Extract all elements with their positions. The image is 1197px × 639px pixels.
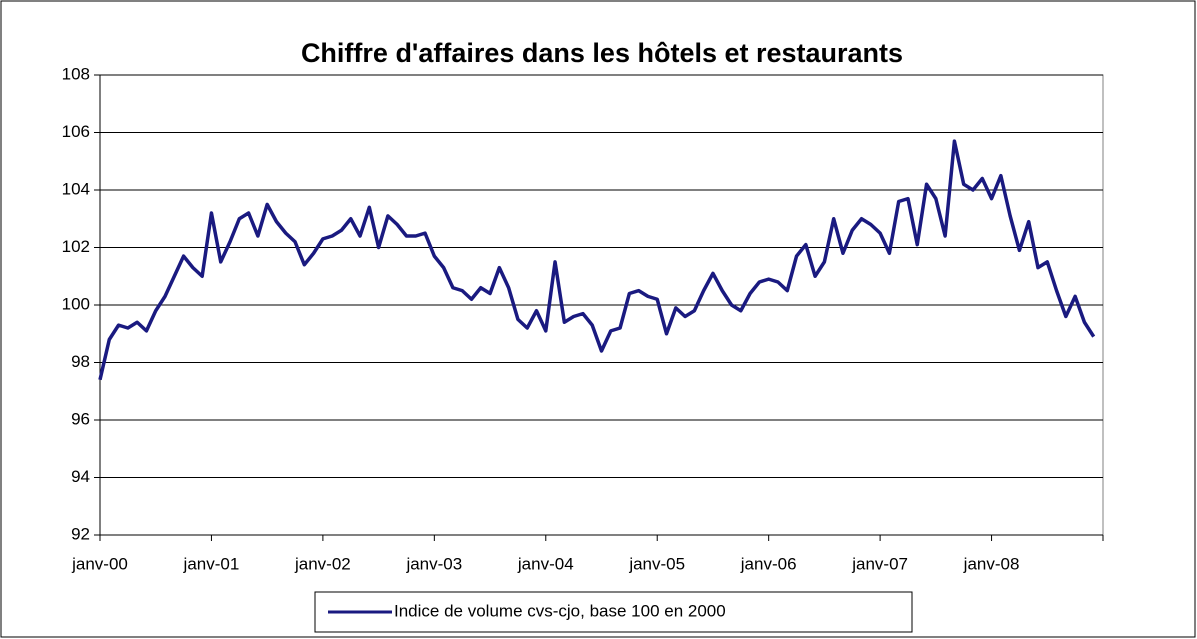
y-tick-label: 104 xyxy=(62,179,90,198)
x-tick-label: janv-01 xyxy=(183,554,240,573)
x-tick-label: janv-08 xyxy=(963,554,1020,573)
legend-label: Indice de volume cvs-cjo, base 100 en 20… xyxy=(394,601,726,620)
legend-box xyxy=(314,591,913,633)
x-tick-label: janv-07 xyxy=(851,554,908,573)
y-tick-label: 102 xyxy=(62,237,90,256)
x-tick-label: janv-04 xyxy=(517,554,574,573)
y-tick-label: 94 xyxy=(71,467,90,486)
x-tick-label: janv-05 xyxy=(628,554,685,573)
legend: Indice de volume cvs-cjo, base 100 en 20… xyxy=(314,591,913,633)
x-tick-label: janv-00 xyxy=(71,554,128,573)
x-tick-label: janv-06 xyxy=(740,554,797,573)
y-tick-label: 106 xyxy=(62,122,90,141)
chart-title: Chiffre d'affaires dans les hôtels et re… xyxy=(301,38,903,68)
y-tick-label: 100 xyxy=(62,294,90,313)
x-tick-label: janv-03 xyxy=(405,554,462,573)
y-tick-label: 98 xyxy=(71,352,90,371)
y-tick-label: 108 xyxy=(62,64,90,83)
y-tick-label: 96 xyxy=(71,409,90,428)
y-tick-label: 92 xyxy=(71,524,90,543)
data-line xyxy=(98,139,1096,381)
x-tick-label: janv-02 xyxy=(294,554,351,573)
